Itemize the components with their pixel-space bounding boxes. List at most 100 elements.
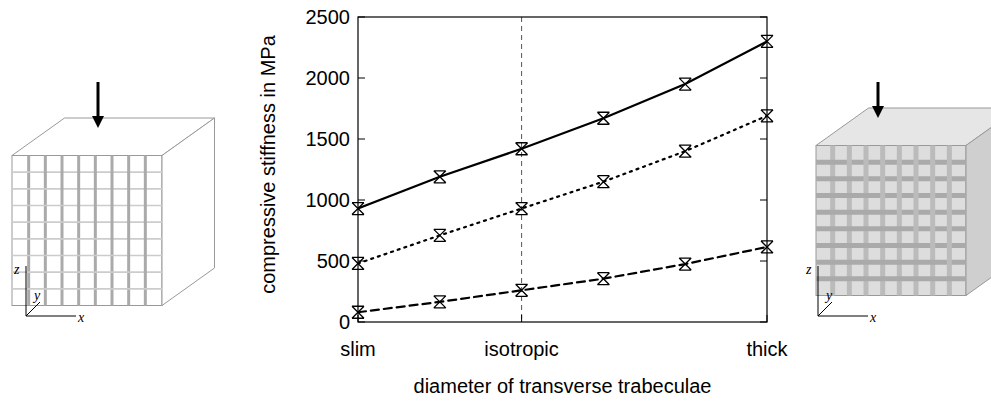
plot-frame: [358, 17, 767, 322]
strut: [111, 156, 114, 306]
series-line: [358, 116, 767, 264]
marker-shape: [597, 273, 609, 285]
cube-illustration: [12, 118, 215, 306]
y-tick: [760, 139, 767, 140]
marker: [352, 306, 364, 318]
y-tick: [760, 261, 767, 262]
y-tick: [760, 200, 767, 201]
strut: [864, 146, 869, 296]
cube-face: [162, 118, 215, 306]
marker-shape: [352, 203, 364, 215]
strut: [12, 205, 162, 207]
y-tick: [358, 78, 365, 79]
strut: [816, 210, 966, 215]
marker: [761, 35, 773, 47]
marker: [434, 229, 446, 241]
marker: [516, 284, 528, 296]
strut: [914, 146, 919, 296]
markers: [352, 35, 773, 318]
triad-label: z: [805, 262, 812, 277]
marker-shape: [679, 78, 691, 90]
lines: [358, 41, 767, 312]
marker: [352, 257, 364, 269]
marker-shape: [434, 171, 446, 183]
marker: [761, 241, 773, 253]
strut: [94, 156, 97, 306]
y-tick-label: 1500: [306, 128, 351, 150]
x-tick-label: isotropic: [484, 338, 558, 360]
marker-shape: [516, 284, 528, 296]
series-line: [358, 41, 767, 208]
cube-face: [816, 108, 991, 146]
series-line: [358, 247, 767, 312]
strut: [12, 221, 162, 223]
marker: [597, 112, 609, 124]
load-arrow-head: [92, 116, 104, 128]
strut: [44, 156, 47, 306]
marker: [434, 296, 446, 308]
marker: [516, 143, 528, 155]
marker: [434, 171, 446, 183]
y-tick: [760, 17, 767, 18]
marker-shape: [352, 306, 364, 318]
triad-label: x: [77, 310, 85, 325]
triad-label: z: [13, 262, 20, 277]
x-tick-label: thick: [746, 338, 788, 360]
marker-shape: [761, 35, 773, 47]
strut: [816, 176, 966, 181]
marker: [597, 176, 609, 188]
load-arrow-head: [872, 106, 884, 118]
cube-face: [816, 146, 966, 296]
x-axis-title: diameter of transverse trabeculae: [414, 375, 712, 397]
marker: [761, 110, 773, 122]
y-tick: [760, 78, 767, 79]
load-arrow: [97, 82, 100, 118]
strut: [144, 156, 147, 306]
y-tick: [760, 322, 767, 323]
strut: [27, 156, 30, 306]
x-tick-label: slim: [340, 338, 376, 360]
cube-face: [12, 156, 162, 306]
strut: [897, 146, 902, 296]
marker-shape: [516, 143, 528, 155]
strut: [947, 146, 952, 296]
strut: [830, 146, 835, 296]
strut: [816, 243, 966, 248]
strut: [930, 146, 935, 296]
strut: [816, 193, 966, 198]
strut: [847, 146, 852, 296]
triad-label: y: [32, 288, 41, 303]
cube-illustration: [816, 108, 991, 296]
y-tick-label: 500: [317, 250, 350, 272]
marker-shape: [761, 241, 773, 253]
marker-shape: [761, 110, 773, 122]
y-tick-label: 2000: [306, 67, 351, 89]
strut: [12, 188, 162, 190]
strut: [127, 156, 130, 306]
strut: [77, 156, 80, 306]
cube-face: [966, 108, 991, 296]
y-tick: [358, 139, 365, 140]
y-tick: [358, 322, 365, 323]
marker-shape: [597, 176, 609, 188]
strut: [816, 226, 966, 231]
strut: [12, 238, 162, 240]
strut: [880, 146, 885, 296]
y-tick: [358, 17, 365, 18]
marker-shape: [679, 145, 691, 157]
x-tick: [521, 315, 522, 322]
marker-shape: [434, 229, 446, 241]
marker: [516, 203, 528, 215]
load-arrow: [877, 82, 880, 108]
strut: [12, 171, 162, 173]
marker-shape: [516, 203, 528, 215]
marker-shape: [352, 257, 364, 269]
strut: [12, 255, 162, 257]
marker: [679, 78, 691, 90]
reference-line: [521, 17, 522, 322]
axis-triad: [818, 266, 868, 316]
marker-shape: [434, 296, 446, 308]
triad-label: y: [824, 288, 833, 303]
y-axis-title: compressive stiffness in MPa: [257, 34, 279, 293]
y-tick-label: 0: [339, 311, 350, 333]
